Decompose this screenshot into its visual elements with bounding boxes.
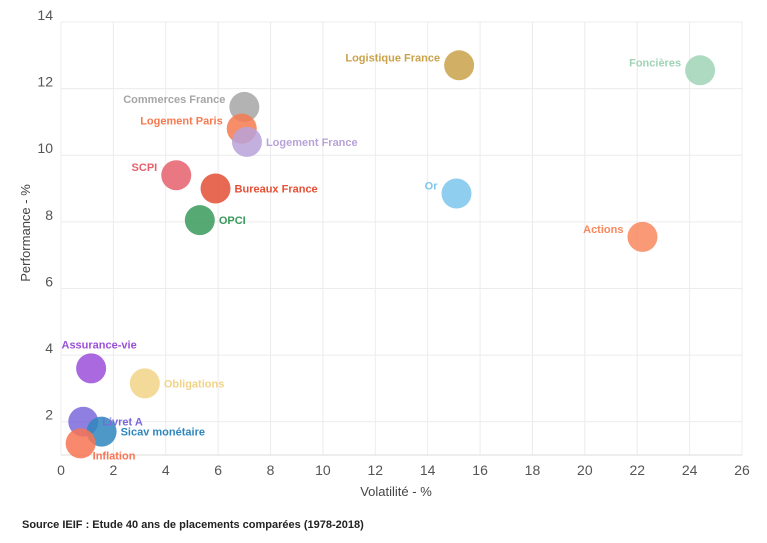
data-labels: Logistique France Foncières Commerces Fran… [62, 52, 682, 462]
data-label: Actions [583, 224, 623, 236]
y-tick-label: 4 [45, 340, 53, 356]
x-tick-label: 8 [267, 462, 275, 478]
data-point [161, 160, 192, 191]
y-tick-label: 6 [45, 273, 53, 289]
y-axis-title: Performance - % [18, 184, 33, 282]
data-point [444, 50, 475, 81]
x-tick-label: 22 [629, 462, 645, 478]
x-tick-label: 4 [162, 462, 170, 478]
y-tick-label: 2 [45, 407, 53, 423]
x-tick-label: 26 [734, 462, 750, 478]
data-points [65, 50, 716, 459]
x-axis-title: Volatilité - % [360, 484, 432, 499]
data-label: Assurance-vie [62, 339, 137, 351]
x-tick-label: 10 [315, 462, 331, 478]
x-tick-label: 2 [109, 462, 117, 478]
data-label: OPCI [219, 215, 246, 227]
source-note: Source IEIF : Etude 40 ans de placements… [22, 519, 364, 531]
y-tick-label: 8 [45, 207, 53, 223]
data-label: Or [425, 181, 439, 193]
x-tick-label: 0 [57, 462, 65, 478]
data-label: SCPI [132, 162, 158, 174]
data-label: Foncières [629, 57, 681, 69]
x-tick-label: 6 [214, 462, 222, 478]
data-point [627, 221, 658, 252]
x-tick-label: 20 [577, 462, 593, 478]
data-point [685, 55, 716, 86]
y-tick-label: 14 [37, 7, 53, 23]
data-point [76, 353, 107, 384]
data-label: Logement France [266, 137, 358, 149]
y-tick-label: 12 [37, 74, 53, 90]
data-point [441, 178, 472, 209]
y-tick-label: 10 [37, 140, 53, 156]
data-label: Inflation [93, 450, 136, 462]
data-point [129, 368, 160, 399]
data-point [231, 126, 262, 157]
x-tick-label: 16 [472, 462, 488, 478]
data-label: Bureaux France [235, 184, 318, 196]
x-tick-label: 24 [682, 462, 698, 478]
data-point [200, 173, 231, 204]
x-tick-label: 12 [368, 462, 384, 478]
x-tick-label: 14 [420, 462, 436, 478]
data-label: Logistique France [345, 52, 440, 64]
data-label: Livret A [102, 417, 143, 429]
data-point [184, 205, 215, 236]
grid [60, 21, 743, 456]
data-label: Commerces France [123, 94, 225, 106]
data-label: Logement Paris [140, 116, 223, 128]
data-label: Sicav monétaire [121, 427, 205, 439]
x-tick-label: 18 [525, 462, 541, 478]
data-label: Obligations [164, 378, 225, 390]
data-point [65, 428, 96, 459]
